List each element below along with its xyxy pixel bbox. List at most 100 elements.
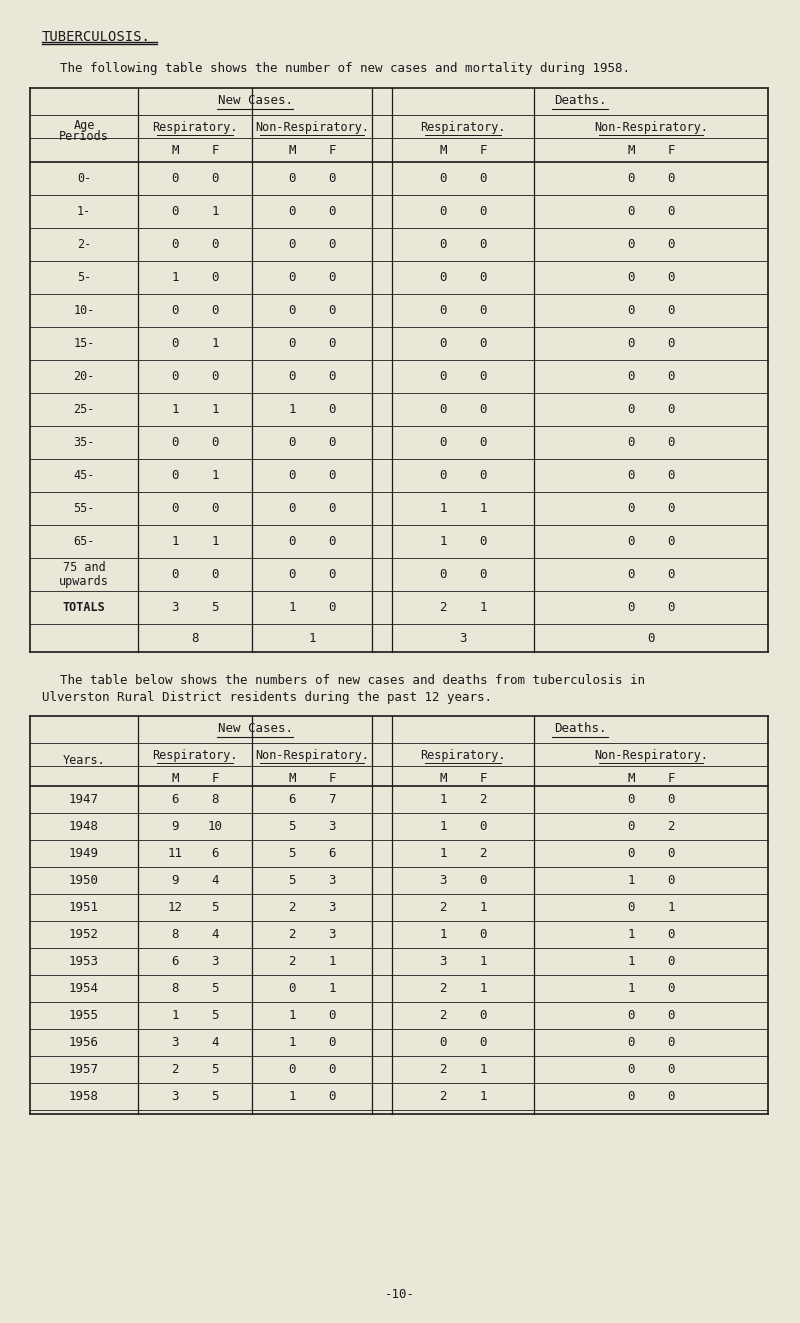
Text: M: M [439, 143, 446, 156]
Text: 0: 0 [627, 370, 634, 382]
Text: 2: 2 [439, 982, 446, 995]
Text: 0: 0 [627, 1036, 634, 1049]
Text: 1: 1 [439, 501, 446, 515]
Text: 0: 0 [627, 238, 634, 251]
Text: 1: 1 [479, 1090, 486, 1103]
Text: 0: 0 [667, 271, 674, 284]
Text: F: F [211, 143, 218, 156]
Text: 0: 0 [667, 1090, 674, 1103]
Text: 0: 0 [627, 437, 634, 448]
Text: The following table shows the number of new cases and mortality during 1958.: The following table shows the number of … [60, 62, 630, 75]
Text: 0: 0 [627, 534, 634, 548]
Text: 0: 0 [288, 304, 296, 318]
Text: 1: 1 [288, 1090, 296, 1103]
Text: 0: 0 [439, 1036, 446, 1049]
Text: 0: 0 [667, 205, 674, 218]
Text: 75 and: 75 and [62, 561, 106, 574]
Text: 0: 0 [171, 238, 178, 251]
Text: 0: 0 [667, 534, 674, 548]
Text: 0: 0 [627, 1090, 634, 1103]
Text: 20-: 20- [74, 370, 94, 382]
Text: 0: 0 [479, 238, 486, 251]
Text: 0: 0 [627, 271, 634, 284]
Text: -10-: -10- [385, 1289, 415, 1302]
Text: 5: 5 [288, 820, 296, 833]
Text: 0: 0 [328, 601, 336, 614]
Text: 65-: 65- [74, 534, 94, 548]
Text: 1: 1 [171, 271, 178, 284]
Text: 4: 4 [211, 1036, 218, 1049]
Text: 5: 5 [211, 1062, 218, 1076]
Text: 0: 0 [627, 1009, 634, 1021]
Text: 1: 1 [627, 982, 634, 995]
Text: 0: 0 [171, 468, 178, 482]
Text: 5: 5 [211, 982, 218, 995]
Text: 0: 0 [647, 631, 654, 644]
Text: 6: 6 [328, 847, 336, 860]
Text: 10-: 10- [74, 304, 94, 318]
Text: F: F [667, 771, 674, 785]
Text: 0: 0 [479, 271, 486, 284]
Text: 3: 3 [328, 820, 336, 833]
Text: 0: 0 [171, 370, 178, 382]
Text: 0: 0 [627, 847, 634, 860]
Text: 1: 1 [439, 820, 446, 833]
Text: 2: 2 [288, 927, 296, 941]
Text: New Cases.: New Cases. [218, 94, 293, 107]
Text: F: F [328, 143, 336, 156]
Text: 8: 8 [191, 631, 198, 644]
Text: 0: 0 [627, 601, 634, 614]
Text: 1: 1 [627, 875, 634, 886]
Text: 0: 0 [328, 205, 336, 218]
Text: 0: 0 [288, 238, 296, 251]
Text: 0: 0 [667, 437, 674, 448]
Text: 0: 0 [328, 370, 336, 382]
Text: 0: 0 [171, 568, 178, 581]
Text: 0: 0 [627, 820, 634, 833]
Text: 0: 0 [439, 271, 446, 284]
Text: 0: 0 [171, 337, 178, 351]
Text: The table below shows the numbers of new cases and deaths from tuberculosis in: The table below shows the numbers of new… [60, 673, 645, 687]
Text: 2: 2 [667, 820, 674, 833]
Text: 1: 1 [288, 1036, 296, 1049]
Text: 2: 2 [439, 1009, 446, 1021]
Text: 3: 3 [328, 901, 336, 914]
Text: 1: 1 [171, 1009, 178, 1021]
Text: 0: 0 [479, 927, 486, 941]
Text: 0: 0 [479, 172, 486, 185]
Text: 0: 0 [667, 792, 674, 806]
Text: 0: 0 [667, 1036, 674, 1049]
Text: 1: 1 [211, 205, 218, 218]
Text: 0: 0 [328, 1062, 336, 1076]
Text: 0: 0 [171, 437, 178, 448]
Text: 1954: 1954 [69, 982, 99, 995]
Text: 1958: 1958 [69, 1090, 99, 1103]
Text: 15-: 15- [74, 337, 94, 351]
Text: 0: 0 [667, 875, 674, 886]
Text: F: F [328, 771, 336, 785]
Text: 0: 0 [667, 982, 674, 995]
Text: 0: 0 [211, 271, 218, 284]
Text: Periods: Periods [59, 131, 109, 143]
Text: 0: 0 [211, 370, 218, 382]
Text: 1: 1 [439, 792, 446, 806]
Text: 3: 3 [171, 1036, 178, 1049]
Text: 0: 0 [211, 238, 218, 251]
Text: M: M [627, 771, 634, 785]
Text: 0: 0 [439, 172, 446, 185]
Text: 0: 0 [211, 437, 218, 448]
Text: 0: 0 [211, 568, 218, 581]
Text: 55-: 55- [74, 501, 94, 515]
Text: 0: 0 [667, 404, 674, 415]
Text: 1956: 1956 [69, 1036, 99, 1049]
Text: 0: 0 [288, 501, 296, 515]
Text: 5-: 5- [77, 271, 91, 284]
Text: F: F [479, 143, 486, 156]
Text: 0: 0 [667, 370, 674, 382]
Text: M: M [171, 771, 178, 785]
Text: 0: 0 [627, 501, 634, 515]
Text: 0: 0 [288, 337, 296, 351]
Text: upwards: upwards [59, 576, 109, 587]
Text: TOTALS: TOTALS [62, 601, 106, 614]
Text: 0: 0 [479, 534, 486, 548]
